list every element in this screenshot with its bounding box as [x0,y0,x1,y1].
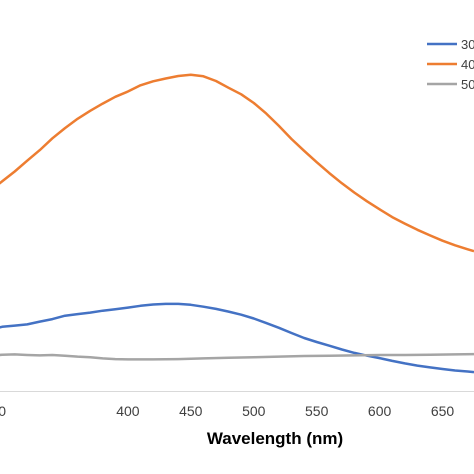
series-line-30 [0,302,474,374]
x-tick-label: 0 [0,403,6,419]
series-line-40 [0,73,474,253]
x-tick-label: 650 [431,403,455,419]
x-tick-label: 550 [305,403,329,419]
x-tick-label: 450 [179,403,203,419]
x-tick-label: 400 [116,403,140,419]
x-axis-title: Wavelength (nm) [207,429,343,448]
x-tick-label: 500 [242,403,266,419]
legend-label-30: 30 [461,37,474,52]
series-layer [0,73,474,374]
legend: 30 40 50 [427,37,474,92]
legend-label-50: 50 [461,77,474,92]
series-line-50 [0,352,474,361]
x-tick-labels: 0 400 450 500 550 600 650 [0,403,454,419]
x-tick-label: 600 [368,403,392,419]
legend-label-40: 40 [461,57,474,72]
